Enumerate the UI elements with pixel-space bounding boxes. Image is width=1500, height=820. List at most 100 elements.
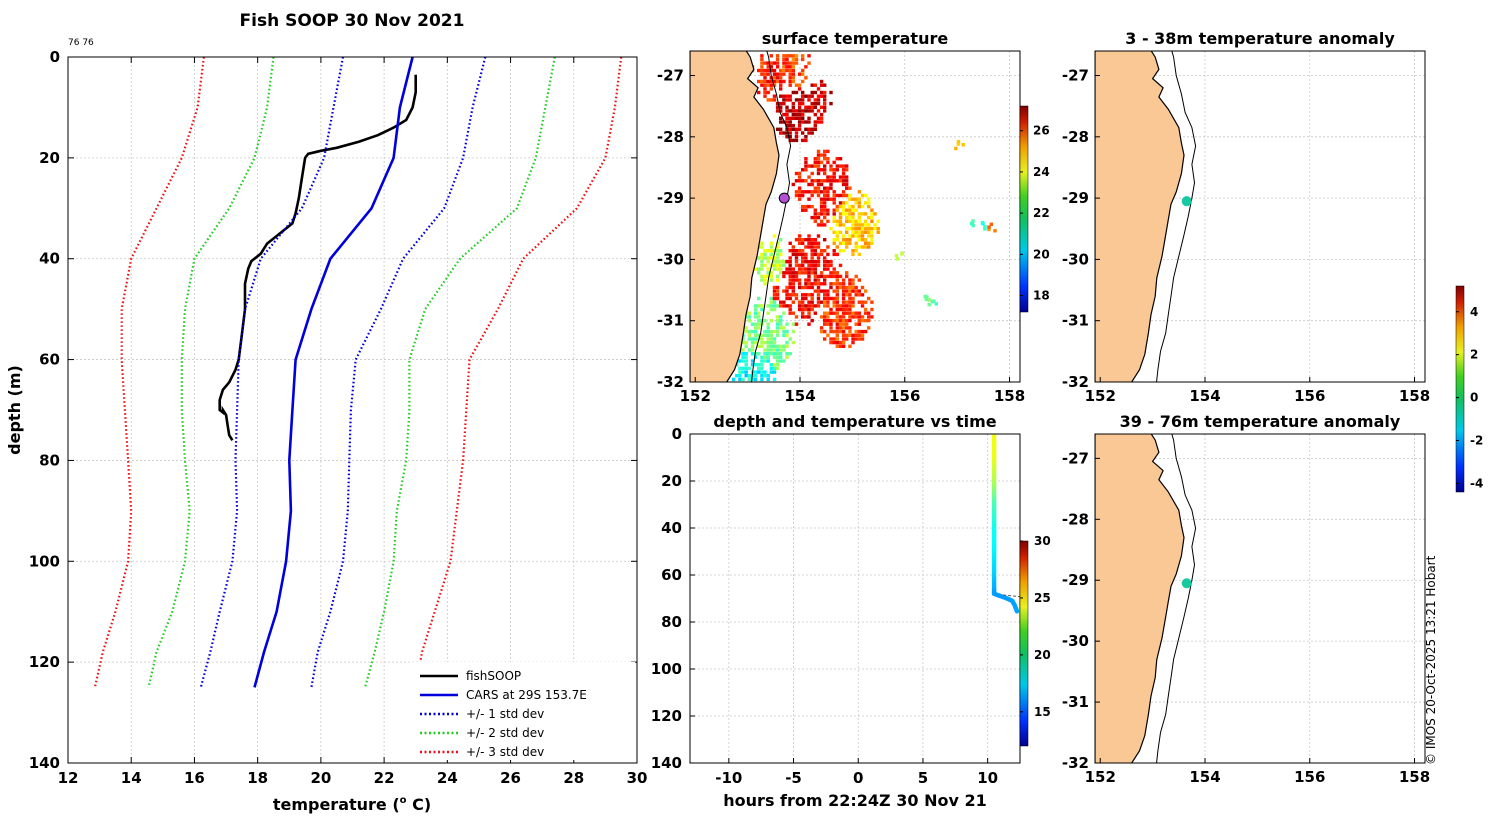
sst-cell (747, 374, 751, 378)
sst-cell (775, 54, 780, 58)
sst-cell (854, 234, 858, 238)
sst-cell (841, 190, 846, 194)
sst-cell (810, 307, 814, 312)
sst-cell (772, 249, 777, 253)
sst-cell (760, 267, 764, 271)
sst-cell (763, 374, 767, 378)
sst-cell (779, 109, 783, 113)
sst-cell (823, 278, 827, 282)
dt-ytick-label: 0 (672, 425, 682, 443)
sst-cell (841, 296, 846, 301)
sst-cell (757, 318, 761, 323)
sst-cell (819, 116, 824, 120)
sst-cell (766, 90, 770, 95)
sst-cell (816, 186, 821, 190)
sst-cell (816, 157, 821, 161)
map1-ytick-label: -32 (657, 373, 684, 391)
sst-cell (788, 72, 792, 76)
sst-cell (870, 219, 874, 223)
sst-cell (854, 226, 858, 231)
profile-series (93, 56, 623, 688)
sst-cell (801, 72, 805, 76)
sst-cell (788, 94, 792, 98)
sst-cell (807, 120, 811, 124)
profile-ytick-label: 40 (39, 250, 60, 268)
sst-cell (785, 116, 789, 120)
sst-cell (838, 212, 843, 216)
sst-cell (791, 311, 795, 315)
sst-cell (832, 296, 836, 301)
sst-cell (775, 249, 780, 253)
sst-cell (841, 175, 846, 179)
sst-cell (797, 116, 802, 120)
sst-cell (835, 179, 839, 183)
sst-cell (791, 127, 795, 131)
sst-cell (801, 315, 805, 319)
sst-cell (867, 223, 871, 227)
sst-cell (775, 333, 780, 337)
sst-cell (845, 219, 849, 223)
sst-cell (823, 249, 827, 253)
dt-cb-label: 15 (1034, 705, 1051, 719)
sst-cell (775, 315, 780, 319)
sst-cell (801, 138, 805, 143)
sst-cell (775, 296, 780, 301)
sst-cell (797, 179, 802, 183)
sst-cell (797, 282, 802, 286)
sst-cell (760, 57, 764, 62)
sst-cell (763, 282, 767, 286)
sst-cell (826, 311, 830, 315)
sst-cell (794, 322, 799, 326)
sst-cell (769, 252, 773, 257)
sst-cell (900, 252, 904, 256)
sst-cell (775, 260, 780, 264)
profile-line--1-std-dev (310, 56, 487, 688)
sst-cell (835, 223, 839, 227)
sst-cell (804, 94, 808, 98)
sst-cell (747, 311, 751, 315)
sst-cell (791, 322, 795, 326)
sst-cell (823, 274, 827, 279)
sst-cell (769, 318, 773, 323)
sst-cell (845, 230, 849, 234)
sst-cell (788, 311, 792, 315)
sst-cell (845, 186, 849, 190)
sst-cell (832, 238, 836, 242)
sst-cell (797, 267, 802, 271)
sst-cell (760, 65, 764, 69)
sst-cell (819, 329, 824, 334)
sst-cell (779, 120, 783, 124)
sst-cell (772, 377, 777, 382)
sst-cell (769, 278, 773, 282)
sst-cell (801, 94, 805, 98)
sst-cell (763, 83, 767, 87)
sst-cell (766, 322, 770, 326)
sst-cell (819, 204, 824, 209)
sst-cell (797, 234, 802, 238)
sst-cell (788, 282, 792, 286)
sst-cell (779, 304, 783, 308)
sst-cell (775, 289, 780, 293)
sst-cell (829, 179, 833, 183)
sst-cell (845, 318, 849, 323)
sst-cell (993, 229, 997, 233)
sst-cell (772, 72, 777, 76)
sst-cell (785, 322, 789, 326)
sst-cell (832, 179, 836, 183)
sst-cell (775, 285, 780, 290)
sst-cell (785, 135, 789, 139)
sst-cell (797, 175, 802, 179)
sst-cell (860, 204, 865, 209)
sst-cell (823, 300, 827, 304)
sst-cell (832, 267, 836, 271)
map2-land (1095, 51, 1185, 382)
sst-cell (807, 274, 811, 279)
map1-ytick-label: -29 (657, 189, 684, 207)
sst-cell (851, 230, 855, 234)
sst-cell (829, 186, 833, 190)
sst-cell (775, 101, 780, 106)
sst-cell (766, 374, 770, 378)
sst-cell (760, 359, 764, 363)
sst-cell (860, 223, 865, 227)
sst-cell (801, 293, 805, 297)
